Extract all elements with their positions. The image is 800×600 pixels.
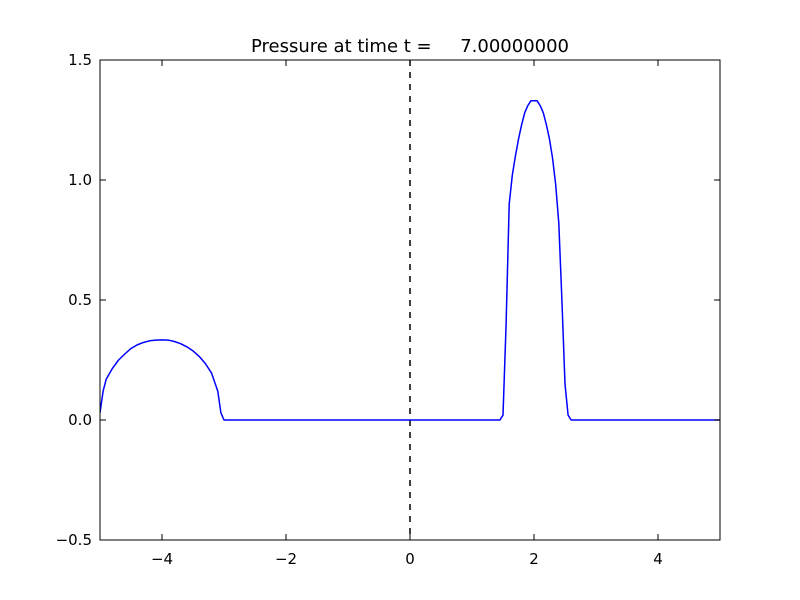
y-tick-label: 0.5 [68, 291, 92, 309]
series-line-0 [100, 100, 720, 421]
x-tick-label: −4 [151, 550, 173, 568]
y-tick-label: 1.5 [68, 51, 92, 69]
x-tick-label: 2 [529, 550, 539, 568]
y-tick-label: 1.0 [68, 171, 92, 189]
plot-area [99, 59, 721, 541]
y-tick-label: 0.0 [68, 411, 92, 429]
x-tick-label: 4 [653, 550, 663, 568]
x-tick-label: 0 [405, 550, 415, 568]
y-tick-label: −0.5 [56, 531, 92, 549]
x-tick-labels: −4 −2 0 2 4 [151, 550, 663, 568]
x-tick-label: −2 [275, 550, 297, 568]
chart-title: Pressure at time t = 7.00000000 [251, 36, 569, 57]
axes-frame [99, 59, 721, 541]
y-tick-labels: −0.5 0.0 0.5 1.0 1.5 [56, 51, 92, 549]
